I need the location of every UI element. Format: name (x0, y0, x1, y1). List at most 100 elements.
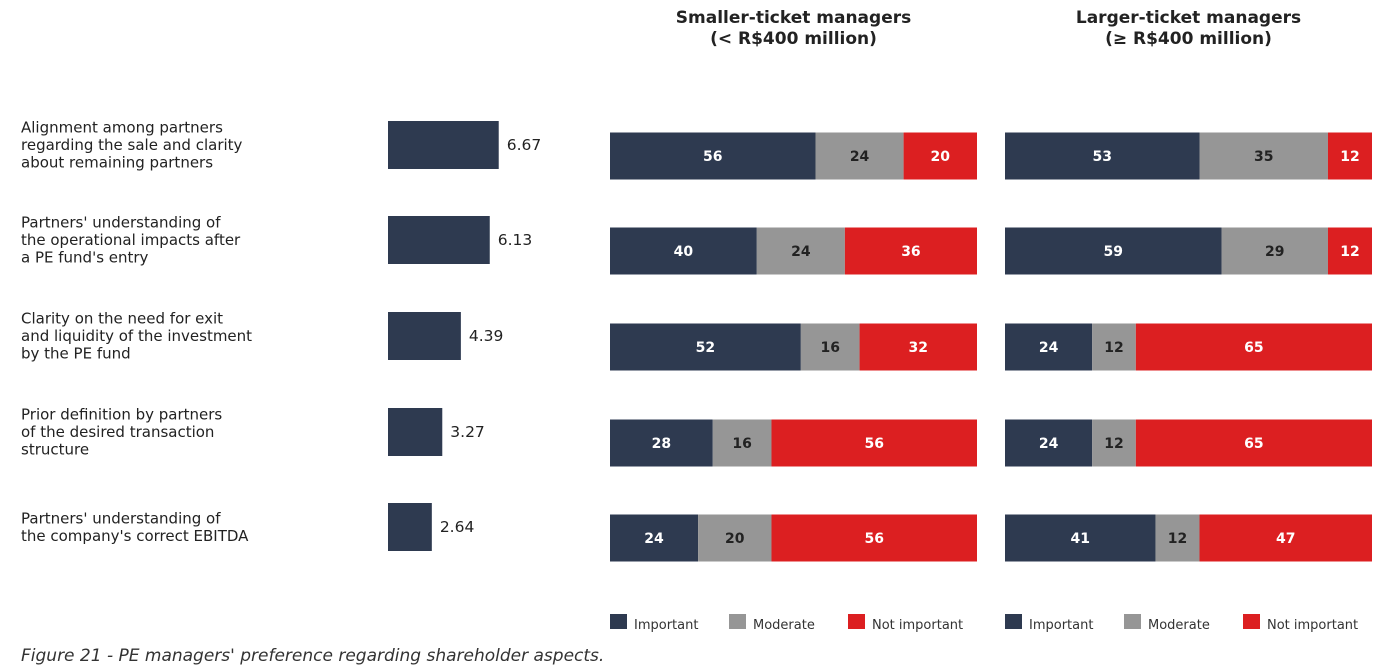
category-label-line: Partners' understanding of (21, 214, 221, 232)
segment-value-label: 24 (1039, 436, 1059, 452)
category-label-line: the company's correct EBITDA (21, 527, 249, 545)
segment-value-label: 20 (931, 149, 951, 165)
stacked-segment (1199, 132, 1328, 180)
stacked-segment (610, 227, 757, 275)
stacked-segment (1135, 323, 1372, 371)
segment-value-label: 24 (1039, 340, 1059, 356)
stacked-segment (903, 132, 977, 180)
segment-value-label: 12 (1104, 340, 1123, 356)
stacked-segment (1327, 227, 1372, 275)
legend-swatch (1005, 614, 1022, 629)
panel-title: Larger-ticket managers (1076, 8, 1301, 28)
segment-value-label: 20 (725, 531, 745, 547)
category-label-line: the operational impacts after (21, 231, 241, 249)
segment-value-label: 47 (1276, 531, 1295, 547)
score-value-label: 6.13 (498, 231, 533, 249)
score-value-label: 4.39 (469, 327, 504, 345)
stacked-segment (610, 419, 713, 467)
segment-value-label: 36 (901, 244, 920, 260)
score-bar (388, 216, 490, 264)
segment-value-label: 24 (791, 244, 811, 260)
segment-value-label: 12 (1104, 436, 1123, 452)
category-label-line: about remaining partners (21, 154, 213, 172)
category-label-line: Alignment among partners (21, 119, 223, 137)
stacked-segment (1155, 514, 1200, 562)
legend-label: Moderate (1148, 618, 1210, 633)
segment-value-label: 12 (1340, 149, 1359, 165)
legend-label: Not important (1267, 618, 1358, 633)
segment-value-label: 40 (674, 244, 694, 260)
legend-label: Moderate (753, 618, 815, 633)
stacked-segment (1135, 419, 1372, 467)
segment-value-label: 65 (1244, 340, 1263, 356)
stacked-segment (1092, 419, 1136, 467)
stacked-segment (771, 419, 977, 467)
segment-value-label: 24 (644, 531, 664, 547)
category-label-line: Clarity on the need for exit (21, 310, 223, 328)
legend-label: Important (1029, 618, 1093, 633)
score-bar (388, 408, 443, 456)
stacked-segment (1005, 323, 1093, 371)
category-label-line: structure (21, 441, 89, 459)
segment-value-label: 24 (850, 149, 870, 165)
legend-swatch (1243, 614, 1260, 629)
category-label: Prior definition by partners of the desir… (21, 406, 222, 459)
legend-label: Important (634, 618, 698, 633)
stacked-segment (1199, 514, 1372, 562)
stacked-segment (712, 419, 772, 467)
score-bar (388, 503, 432, 551)
stacked-segment (610, 132, 816, 180)
segment-value-label: 12 (1168, 531, 1187, 547)
segment-value-label: 29 (1265, 244, 1284, 260)
stacked-segment (815, 132, 904, 180)
score-bar (388, 312, 461, 360)
stacked-segment (1005, 227, 1222, 275)
legend-swatch (729, 614, 746, 629)
stacked-segment (610, 514, 699, 562)
panel-title: Smaller-ticket managers (676, 8, 911, 28)
panel-title: (≥ R$400 million) (1105, 29, 1272, 49)
stacked-segment (1092, 323, 1136, 371)
stacked-segment (1327, 132, 1372, 180)
stacked-segment (771, 514, 977, 562)
score-value-label: 6.67 (507, 136, 542, 154)
category-label: Partners' understanding of the operationa… (21, 214, 241, 267)
stacked-segment (756, 227, 845, 275)
stacked-segment (1005, 132, 1200, 180)
stacked-segment (698, 514, 772, 562)
segment-value-label: 35 (1254, 149, 1273, 165)
stacked-segment (844, 227, 977, 275)
category-label-line: of the desired transaction (21, 423, 214, 441)
legend-swatch (848, 614, 865, 629)
score-value-label: 3.27 (450, 423, 485, 441)
segment-value-label: 56 (864, 436, 883, 452)
category-label-line: by the PE fund (21, 345, 131, 363)
legend-swatch (610, 614, 627, 629)
segment-value-label: 53 (1093, 149, 1112, 165)
segment-value-label: 59 (1104, 244, 1123, 260)
segment-value-label: 32 (909, 340, 928, 356)
stacked-segment (800, 323, 860, 371)
stacked-segment (1005, 514, 1156, 562)
stacked-segment (1005, 419, 1093, 467)
figure-caption: Figure 21 - PE managers' preference rega… (21, 646, 605, 666)
segment-value-label: 12 (1340, 244, 1359, 260)
stacked-segment (610, 323, 801, 371)
category-label-line: a PE fund's entry (21, 249, 149, 267)
category-label: Clarity on the need for exit and liquidit… (21, 310, 252, 363)
category-label-line: Prior definition by partners (21, 406, 222, 424)
segment-value-label: 56 (864, 531, 883, 547)
panel-title: (< R$400 million) (710, 29, 877, 49)
category-label-line: regarding the sale and clarity (21, 136, 243, 154)
segment-value-label: 16 (732, 436, 751, 452)
score-bar (388, 121, 499, 169)
segment-value-label: 52 (696, 340, 715, 356)
stacked-segment (859, 323, 977, 371)
score-value-label: 2.64 (440, 518, 475, 536)
segment-value-label: 65 (1244, 436, 1263, 452)
segment-value-label: 56 (703, 149, 722, 165)
category-label-line: and liquidity of the investment (21, 327, 252, 345)
segment-value-label: 41 (1070, 531, 1089, 547)
category-label: Partners' understanding of the company's … (21, 509, 249, 545)
